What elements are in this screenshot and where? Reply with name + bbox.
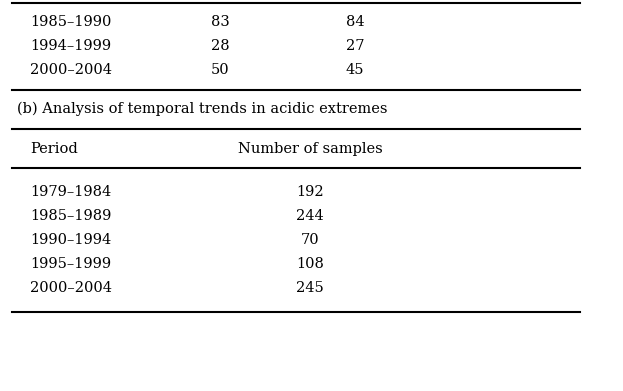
Text: (b) Analysis of temporal trends in acidic extremes: (b) Analysis of temporal trends in acidi… (17, 102, 388, 116)
Text: 70: 70 (301, 233, 320, 247)
Text: 2000–2004: 2000–2004 (30, 63, 112, 77)
Text: 27: 27 (346, 39, 364, 53)
Text: 1985–1989: 1985–1989 (30, 209, 112, 223)
Text: 192: 192 (296, 185, 324, 199)
Text: 244: 244 (296, 209, 324, 223)
Text: 2000–2004: 2000–2004 (30, 281, 112, 295)
Text: 108: 108 (296, 257, 324, 271)
Text: 84: 84 (346, 15, 364, 29)
Text: 1990–1994: 1990–1994 (30, 233, 112, 247)
Text: 1985–1990: 1985–1990 (30, 15, 112, 29)
Text: 245: 245 (296, 281, 324, 295)
Text: 1994–1999: 1994–1999 (30, 39, 111, 53)
Text: 1995–1999: 1995–1999 (30, 257, 111, 271)
Text: 83: 83 (211, 15, 229, 29)
Text: 50: 50 (211, 63, 229, 77)
Text: 1979–1984: 1979–1984 (30, 185, 112, 199)
Text: 45: 45 (346, 63, 364, 77)
Text: Period: Period (30, 142, 78, 156)
Text: Number of samples: Number of samples (237, 142, 383, 156)
Text: 28: 28 (211, 39, 229, 53)
